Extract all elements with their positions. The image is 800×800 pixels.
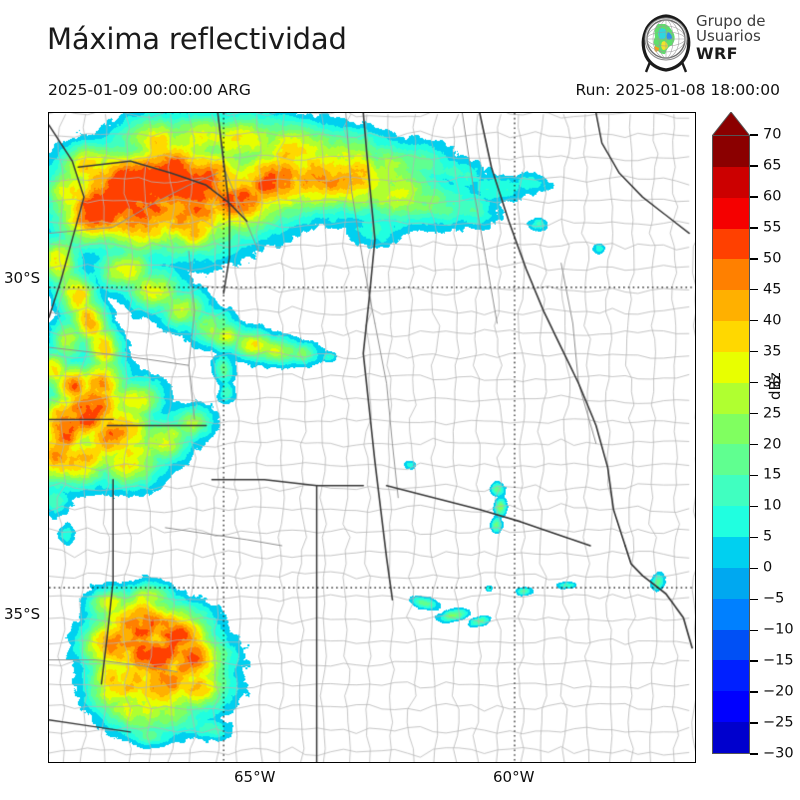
colorbar-tick-mark bbox=[750, 412, 758, 415]
colorbar-band bbox=[713, 444, 749, 476]
colorbar-tick-label: 15 bbox=[763, 466, 782, 483]
colorbar-tick-mark bbox=[750, 289, 758, 291]
colorbar-band bbox=[713, 290, 749, 322]
run-time-label: Run: 2025-01-08 18:00:00 bbox=[575, 81, 781, 99]
colorbar-band bbox=[713, 413, 749, 445]
colorbar-tick-mark bbox=[750, 350, 758, 353]
valid-time-label: 2025-01-09 00:00:00 ARG bbox=[48, 81, 251, 99]
colorbar-band bbox=[713, 475, 749, 507]
colorbar-band bbox=[713, 598, 749, 630]
colorbar-tick-label: −25 bbox=[763, 714, 794, 731]
colorbar-tick-mark bbox=[750, 722, 758, 724]
colorbar-tick-mark bbox=[750, 227, 758, 229]
colorbar-tick-label: 55 bbox=[763, 219, 782, 236]
colorbar-band bbox=[713, 567, 749, 599]
colorbar-gradient bbox=[712, 135, 750, 754]
colorbar-tick-mark bbox=[750, 567, 758, 569]
colorbar-tick-mark bbox=[750, 598, 758, 600]
colorbar-tick-mark bbox=[750, 258, 758, 260]
colorbar-band bbox=[713, 660, 749, 692]
globe-emblem-icon bbox=[641, 14, 691, 73]
colorbar-band bbox=[713, 136, 749, 167]
colorbar-tick-mark bbox=[750, 196, 758, 198]
page-title: Máxima reflectividad bbox=[47, 22, 347, 56]
colorbar-tick-label: 45 bbox=[763, 281, 782, 298]
colorbar-unit-label: dBz bbox=[766, 372, 784, 400]
colorbar-tick-mark bbox=[750, 536, 758, 539]
colorbar-extend-arrow-icon bbox=[712, 112, 750, 136]
colorbar-tick-label: 25 bbox=[763, 405, 782, 422]
colorbar-band bbox=[713, 536, 749, 568]
colorbar-band bbox=[713, 228, 749, 260]
logo-text: Grupo de Usuarios WRF bbox=[696, 12, 796, 63]
logo-line-3: WRF bbox=[696, 43, 738, 63]
colorbar-tick-label: 20 bbox=[763, 436, 782, 452]
colorbar-ticks: −30 −25 −20 −15 −10 −5 0 5 10 15 20 25 30 35 40 45 50 55 6… bbox=[750, 112, 800, 763]
colorbar-tick-mark bbox=[750, 629, 758, 631]
colorbar-tick-label: 70 bbox=[763, 126, 782, 143]
colorbar-tick-mark bbox=[750, 443, 758, 446]
colorbar-tick-mark bbox=[750, 753, 758, 755]
colorbar-band bbox=[713, 259, 749, 291]
colorbar-band bbox=[713, 722, 749, 753]
xtick-label-60w: 60°W bbox=[493, 768, 535, 786]
colorbar-tick-label: −15 bbox=[763, 652, 794, 669]
colorbar-band bbox=[713, 629, 749, 661]
colorbar-tick-mark bbox=[750, 381, 758, 384]
colorbar-band bbox=[713, 197, 749, 229]
colorbar-band bbox=[713, 691, 749, 723]
logo-line-2: Usuarios bbox=[696, 27, 761, 46]
ytick-label-35s: 35°S bbox=[4, 605, 41, 623]
colorbar-tick-label: −10 bbox=[763, 621, 794, 638]
colorbar-tick-label: 0 bbox=[763, 559, 773, 576]
colorbar-tick-label: 35 bbox=[763, 343, 782, 360]
colorbar-tick-label: 65 bbox=[763, 157, 782, 174]
colorbar-band bbox=[713, 166, 749, 198]
colorbar-tick-mark bbox=[750, 134, 758, 136]
colorbar-tick-label: 40 bbox=[763, 312, 782, 329]
reflectivity-raster bbox=[49, 113, 695, 762]
colorbar-tick-mark bbox=[750, 165, 758, 167]
colorbar-tick-label: −20 bbox=[763, 683, 794, 700]
ytick-label-30s: 30°S bbox=[4, 269, 41, 287]
colorbar-tick-label: −30 bbox=[763, 745, 794, 762]
colorbar-tick-mark bbox=[750, 660, 758, 662]
colorbar-tick-mark bbox=[750, 505, 758, 508]
logo-line-1: Grupo de bbox=[696, 12, 766, 30]
map-plot-area[interactable] bbox=[48, 112, 696, 763]
wrf-user-group-logo: Grupo de Usuarios WRF bbox=[638, 12, 796, 74]
colorbar-band bbox=[713, 351, 749, 383]
colorbar-band bbox=[713, 321, 749, 352]
colorbar-tick-mark bbox=[750, 320, 758, 322]
colorbar-band bbox=[713, 506, 749, 537]
colorbar-tick-label: 50 bbox=[763, 250, 782, 267]
colorbar-tick-label: 30 bbox=[763, 374, 782, 391]
colorbar-tick-mark bbox=[750, 474, 758, 477]
colorbar-tick-label: −5 bbox=[763, 590, 785, 607]
colorbar-tick-label: 10 bbox=[763, 497, 782, 514]
xtick-label-65w: 65°W bbox=[234, 768, 276, 786]
colorbar-tick-label: 60 bbox=[763, 188, 782, 205]
colorbar-tick-label: 5 bbox=[763, 528, 773, 545]
colorbar-tick-mark bbox=[750, 691, 758, 693]
colorbar-band bbox=[713, 382, 749, 414]
colorbar: −30 −25 −20 −15 −10 −5 0 5 10 15 20 25 30 35 40 45 50 55 6… bbox=[706, 112, 800, 763]
